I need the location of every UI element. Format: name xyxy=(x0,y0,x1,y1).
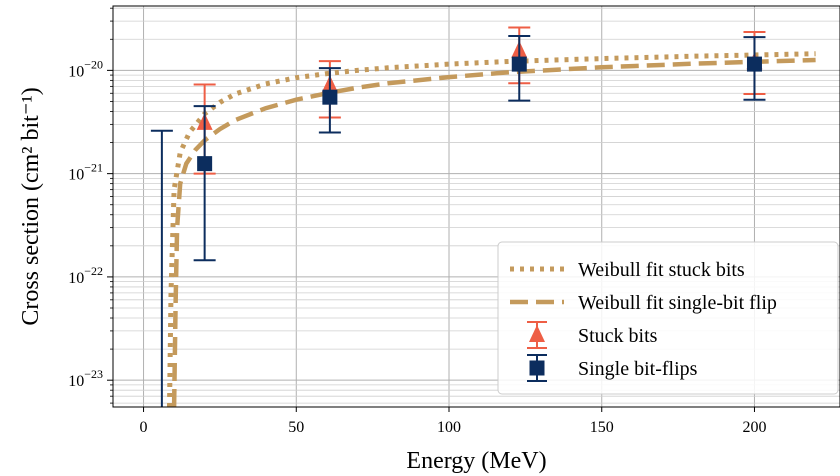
x-tick-label: 150 xyxy=(590,419,614,436)
single-bit-flip-marker xyxy=(511,56,527,72)
x-tick-label: 100 xyxy=(437,419,461,436)
legend-label: Stuck bits xyxy=(578,325,658,347)
y-tick-label: 10−22 xyxy=(68,264,103,287)
legend-swatch-marker xyxy=(529,325,545,342)
fit-curve xyxy=(171,57,816,407)
legend-label: Single bit-flips xyxy=(578,358,698,380)
single-bit-flip-marker xyxy=(746,56,762,72)
legend-swatch-marker xyxy=(529,360,545,376)
x-tick-label: 0 xyxy=(140,419,148,436)
series-layer xyxy=(150,26,816,407)
y-tick-label: 10−21 xyxy=(68,161,103,184)
legend-label: Weibull fit stuck bits xyxy=(578,259,745,281)
x-tick-label: 50 xyxy=(288,419,304,436)
legend-label: Weibull fit single-bit flip xyxy=(578,292,777,314)
ticks: 0 50 100 150 200 10−23 10−22 10−21 10−20 xyxy=(68,7,766,436)
y-tick-label: 10−23 xyxy=(68,367,103,390)
y-axis-label: Cross section (cm² bit⁻¹) xyxy=(18,87,44,325)
plot-area xyxy=(150,26,816,407)
single-bit-flip-marker xyxy=(322,89,338,105)
plot-frame xyxy=(112,5,840,408)
x-axis-label: Energy (MeV) xyxy=(406,448,546,474)
single-bit-flip-marker xyxy=(197,156,213,172)
legend-box xyxy=(497,241,839,395)
y-tick-label: 10−20 xyxy=(68,57,103,80)
x-tick-label: 200 xyxy=(742,419,766,436)
fit-curve xyxy=(167,51,816,407)
legend: Weibull fit stuck bits Weibull fit single… xyxy=(497,241,839,395)
